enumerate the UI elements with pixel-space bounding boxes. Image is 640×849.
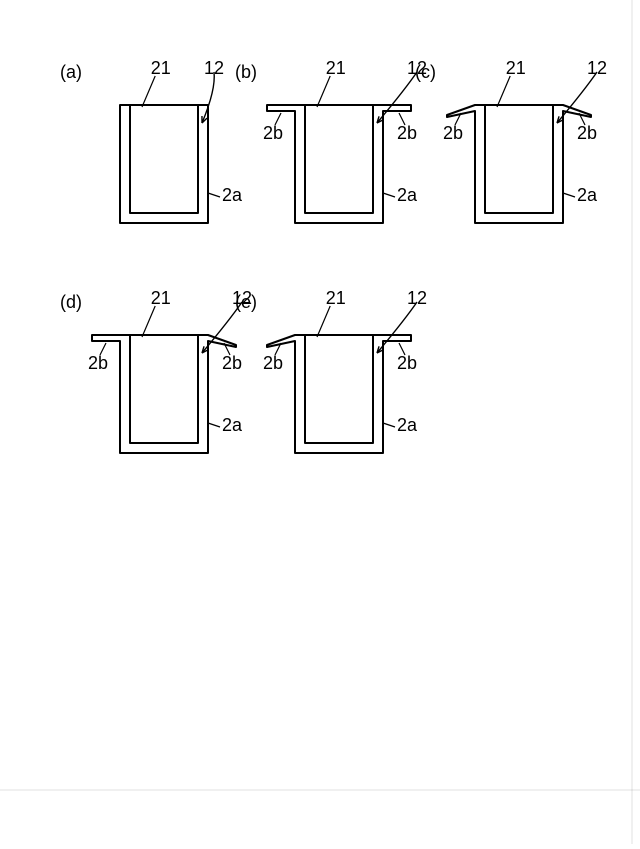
svg-text:2a: 2a (222, 415, 243, 435)
svg-text:21: 21 (151, 288, 171, 308)
svg-text:(d): (d) (60, 292, 82, 312)
svg-text:2b: 2b (443, 123, 463, 143)
svg-text:(b): (b) (235, 62, 257, 82)
svg-text:2a: 2a (222, 185, 243, 205)
svg-text:2b: 2b (397, 353, 417, 373)
svg-text:21: 21 (326, 58, 346, 78)
svg-text:2b: 2b (263, 123, 283, 143)
svg-text:2b: 2b (88, 353, 108, 373)
cross-section (92, 335, 236, 453)
svg-text:2a: 2a (397, 185, 418, 205)
svg-text:2a: 2a (577, 185, 598, 205)
svg-text:21: 21 (151, 58, 171, 78)
patent-figure: (a)21122a(b)21122a2b2b(c)21122a2b2b(d)21… (0, 0, 640, 844)
cross-section (267, 335, 411, 453)
svg-text:2b: 2b (397, 123, 417, 143)
cross-section (120, 105, 208, 223)
cross-section (447, 105, 591, 223)
svg-text:2b: 2b (263, 353, 283, 373)
cross-section (267, 105, 411, 223)
svg-text:12: 12 (407, 288, 427, 308)
svg-text:(e): (e) (235, 292, 257, 312)
svg-text:(a): (a) (60, 62, 82, 82)
svg-text:(c): (c) (415, 62, 436, 82)
svg-text:21: 21 (506, 58, 526, 78)
svg-text:2b: 2b (577, 123, 597, 143)
svg-text:2a: 2a (397, 415, 418, 435)
svg-text:12: 12 (587, 58, 607, 78)
svg-text:21: 21 (326, 288, 346, 308)
svg-text:2b: 2b (222, 353, 242, 373)
